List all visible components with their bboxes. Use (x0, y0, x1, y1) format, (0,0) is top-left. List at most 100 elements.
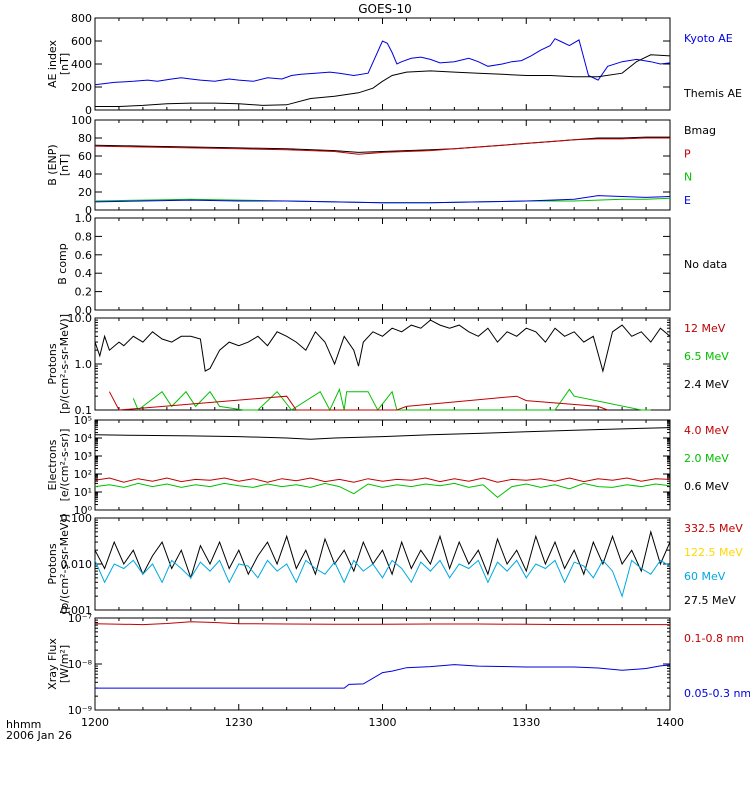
y-tick-label: 800 (71, 12, 92, 25)
y-tick-label: 0.2 (75, 286, 93, 299)
panel-3: 0.0 0.2 0.4 0.6 0.8 1.0 B comp No data (56, 212, 727, 317)
legend-entry: Themis AE (683, 87, 742, 100)
legend-entry: 60 MeV (684, 570, 726, 583)
y-tick-label: 10⁰ (74, 504, 93, 517)
y-axis-label: Xray Flux (46, 638, 59, 690)
legend-entry: 0.05-0.3 nm (684, 687, 750, 700)
series-line-27-5-mev (94, 529, 671, 580)
x-tick-label: 1200 (81, 716, 109, 729)
y-tick-label: 200 (71, 81, 92, 94)
y-tick-label: 400 (71, 58, 92, 71)
legend-entry: 122.5 MeV (684, 546, 743, 559)
series-line-4-0-mev (94, 477, 671, 483)
series-line-2-0-mev (94, 482, 671, 499)
series-line-themis-ae (95, 54, 671, 107)
y-axis-label: Electrons (46, 439, 59, 490)
y-axis-label: [nT] (58, 53, 71, 75)
panel-frame (94, 119, 671, 211)
legend-entry: Bmag (684, 124, 716, 137)
panel-4: 0.1 1.0 10.0 Protons [p/(cm²-s-sr-MeV)] 12 Me… (46, 312, 729, 417)
y-tick-label: 10.0 (68, 312, 93, 325)
y-tick-label: 10⁻⁷ (68, 612, 92, 625)
y-tick-label: 600 (71, 35, 92, 48)
panel-frame (94, 217, 671, 311)
plot-title: GOES-10 (358, 2, 412, 16)
legend-entry: N (684, 171, 692, 184)
x-axis: 1200 1230 1300 1330 1400 (81, 716, 684, 729)
series-line-2-4-mev (94, 319, 671, 374)
x-tick-label: 1300 (369, 716, 397, 729)
y-tick-label: 0.6 (75, 249, 93, 262)
y-axis-label: [p/(cm²-s-sr-MeV)] (58, 514, 71, 614)
footer-date: 2006 Jan 26 (6, 729, 72, 742)
y-tick-label: 10⁻⁹ (68, 704, 92, 717)
series-line-kyoto-ae (94, 38, 671, 86)
legend-entry: E (684, 194, 691, 207)
y-tick-label: 0.010 (61, 558, 93, 571)
y-axis-label: [W/m²] (58, 645, 71, 683)
y-tick-label: 0.100 (61, 512, 93, 525)
legend-entry: 6.5 MeV (684, 350, 729, 363)
y-axis-label: Protons (46, 343, 59, 384)
y-tick-label: 10⁻⁸ (68, 658, 93, 671)
panel-frame (94, 17, 671, 111)
y-tick-label: 10² (74, 468, 92, 481)
y-axis-label: B (ENP) (46, 144, 59, 185)
x-tick-label: 1230 (225, 716, 253, 729)
panel-5: 10⁰ 10¹ 10² 10³ 10⁴ 10⁵ Electrons [e/(cm²-s-sr)… (46, 414, 729, 517)
y-axis-label: [p/(cm²-s-sr-MeV)] (58, 314, 71, 414)
y-tick-label: 10⁵ (74, 414, 92, 427)
legend-entry: 0.6 MeV (684, 480, 729, 493)
panel-2: 0 20 40 60 80 100 B (ENP) [nT] Bmag PNE (46, 114, 716, 217)
y-tick-label: 100 (71, 114, 92, 127)
series-line-12-mev (108, 391, 608, 411)
y-tick-label: 40 (78, 168, 92, 181)
legend-entry: 4.0 MeV (684, 424, 729, 437)
y-tick-label: 0.1 (75, 404, 93, 417)
legend-entry: No data (684, 258, 727, 271)
y-axis-label: B comp (56, 243, 69, 285)
footer-hhmm: hhmm (6, 718, 41, 731)
y-tick-label: 1.0 (75, 212, 93, 225)
series-line-e (94, 195, 671, 204)
panel-6: 0.001 0.010 0.100 Protons [p/(cm²-s-sr-MeV)]… (46, 512, 743, 617)
series-line-0-1-0-8-nm (94, 621, 670, 626)
y-tick-label: 20 (78, 186, 92, 199)
legend-entry: Kyoto AE (684, 32, 733, 45)
legend-entry: 332.5 MeV (684, 522, 743, 535)
y-tick-label: 10¹ (74, 486, 92, 499)
y-tick-label: 0 (85, 204, 92, 217)
panel-7: 10⁻⁹ 10⁻⁸ 10⁻⁷ Xray Flux [W/m²] 0.1-0.8 nm 0.0… (46, 612, 750, 717)
y-tick-label: 0.8 (75, 230, 93, 243)
panel-frame (94, 617, 671, 711)
series-line-0-05-0-3-nm (95, 664, 671, 689)
panel-1: 0 200 400 600 800 AE index [nT] Kyoto AE Themis … (46, 12, 742, 117)
series-line-6-5-mev (132, 387, 651, 412)
legend-entry: P (684, 147, 691, 160)
series-line-60-mev (94, 559, 671, 598)
legend-entry: 0.1-0.8 nm (684, 632, 744, 645)
series-line-p (94, 137, 670, 155)
y-tick-label: 80 (78, 132, 92, 145)
y-tick-label: 60 (78, 150, 92, 163)
series-line-0-6-mev (94, 427, 671, 440)
y-axis-label: AE index (46, 39, 59, 88)
y-tick-label: 0.001 (61, 604, 93, 617)
y-axis-label: [e/(cm²-s-sr)] (58, 429, 71, 502)
legend-entry: 12 MeV (684, 322, 726, 335)
y-axis-label: [nT] (58, 154, 71, 176)
y-tick-label: 10³ (74, 450, 92, 463)
legend-entry: 2.0 MeV (684, 452, 729, 465)
y-tick-label: 1.0 (75, 358, 93, 371)
panel-frame (94, 517, 671, 611)
y-tick-label: 10⁴ (74, 432, 93, 445)
panel-frame (94, 419, 671, 511)
legend-entry: 27.5 MeV (684, 594, 736, 607)
x-tick-label: 1330 (512, 716, 540, 729)
y-tick-label: 0.4 (75, 267, 93, 280)
x-tick-label: 1400 (656, 716, 684, 729)
y-tick-label: 0 (85, 104, 92, 117)
legend-entry: 2.4 MeV (684, 378, 729, 391)
